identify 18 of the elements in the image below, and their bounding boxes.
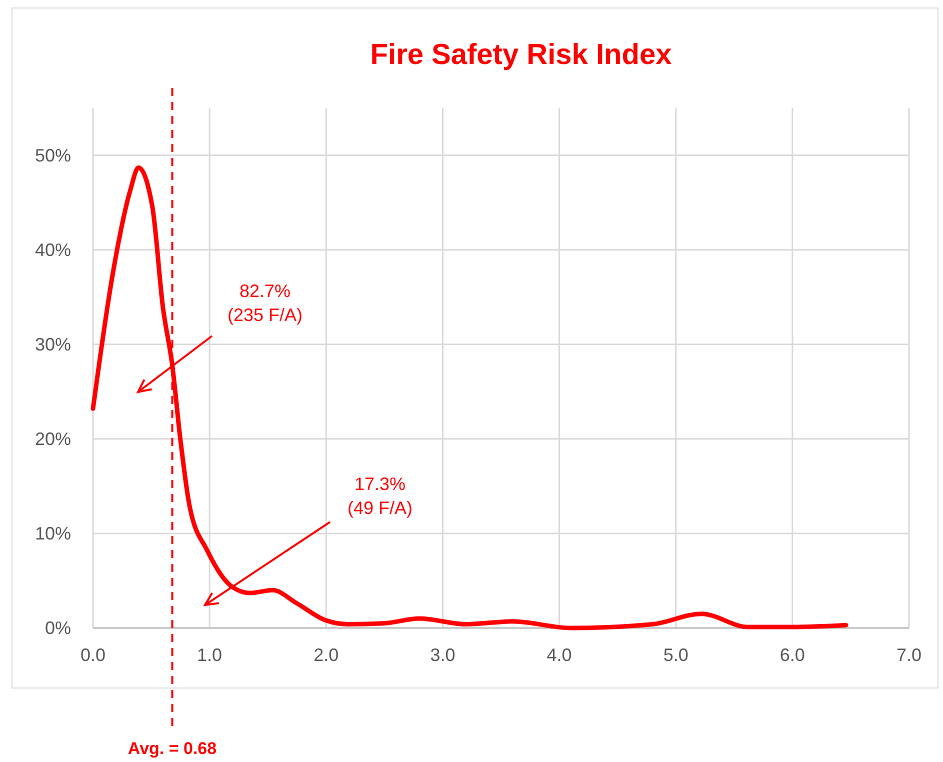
y-tick-label: 50% [34, 145, 71, 166]
ref-line-label: Avg. = 0.68 [128, 739, 217, 758]
annotation: 17.3% (49 F/A) [347, 474, 413, 518]
x-tick-label: 4.0 [546, 645, 572, 665]
x-tick-label: 7.0 [896, 645, 922, 665]
x-tick-label: 1.0 [197, 645, 222, 665]
x-tick-label: 5.0 [663, 645, 688, 665]
annotation: 82.7% (235 F/A) [227, 281, 303, 325]
x-tick-label: 3.0 [430, 645, 456, 665]
y-tick-label: 30% [34, 334, 71, 354]
y-tick-label: 10% [34, 523, 71, 544]
y-tick-label: 0% [44, 618, 71, 638]
x-tick-label: 0.0 [80, 645, 106, 665]
x-tick-label: 6.0 [780, 645, 805, 665]
x-tick-label: 2.0 [314, 645, 339, 665]
y-tick-label: 20% [34, 428, 71, 449]
chart-title: Fire Safety Risk Index [370, 39, 672, 71]
y-tick-label: 40% [34, 240, 71, 260]
